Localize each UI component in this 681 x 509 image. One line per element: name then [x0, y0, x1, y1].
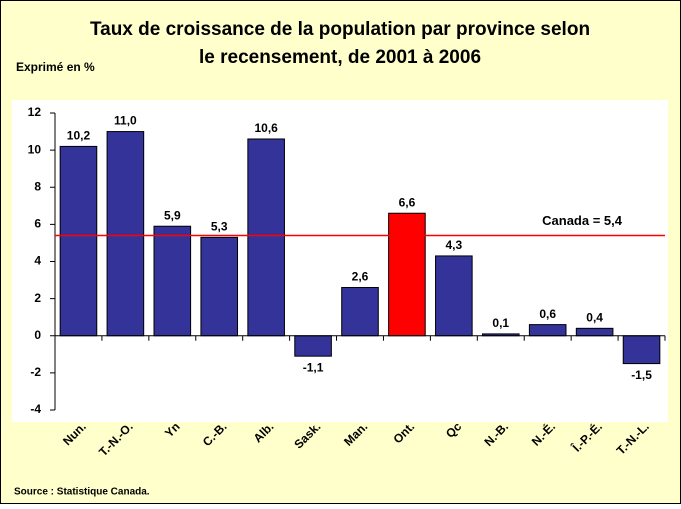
y-tick-label: 8: [34, 179, 41, 193]
bar: [388, 212, 426, 337]
bar: [106, 131, 145, 337]
bar: [153, 225, 192, 337]
bar: [435, 255, 473, 337]
chart-title: Taux de croissance de la population par …: [90, 19, 590, 40]
bar: [528, 324, 567, 337]
y-tick-label: -2: [30, 365, 41, 379]
chart-title: le recensement, de 2001 à 2006: [199, 47, 481, 68]
reference-label: Canada = 5,4: [542, 213, 623, 228]
data-label: 2,6: [352, 270, 369, 284]
y-tick-label: 10: [28, 142, 42, 156]
data-label: -1,1: [303, 360, 324, 374]
data-label: 4,3: [446, 238, 463, 252]
data-label: 10,6: [254, 121, 278, 135]
bar: [294, 335, 332, 357]
data-label: 5,3: [211, 220, 228, 234]
y-tick-label: 0: [34, 328, 41, 342]
bar: [341, 286, 379, 337]
source: Source : Statistique Canada.: [14, 487, 150, 498]
data-label: 0,1: [492, 316, 509, 330]
y-tick-label: -4: [30, 402, 41, 416]
data-label: -1,5: [631, 368, 652, 382]
bar: [59, 145, 98, 337]
data-label: 0,6: [539, 307, 556, 321]
data-label: 6,6: [399, 195, 416, 209]
y-tick-label: 4: [34, 254, 41, 268]
y-tick-label: 6: [34, 217, 41, 231]
y-tick-label: 12: [28, 105, 42, 119]
data-label: 11,0: [114, 114, 137, 128]
data-label: 10,2: [67, 129, 91, 143]
bar: [575, 327, 614, 337]
bar: [200, 236, 239, 337]
data-label: 0,4: [586, 310, 603, 324]
bar: [247, 138, 285, 337]
subtitle: Exprimé en %: [16, 60, 95, 74]
bar: [622, 335, 661, 365]
data-label: 5,9: [164, 208, 181, 222]
y-tick-label: 2: [34, 291, 41, 305]
